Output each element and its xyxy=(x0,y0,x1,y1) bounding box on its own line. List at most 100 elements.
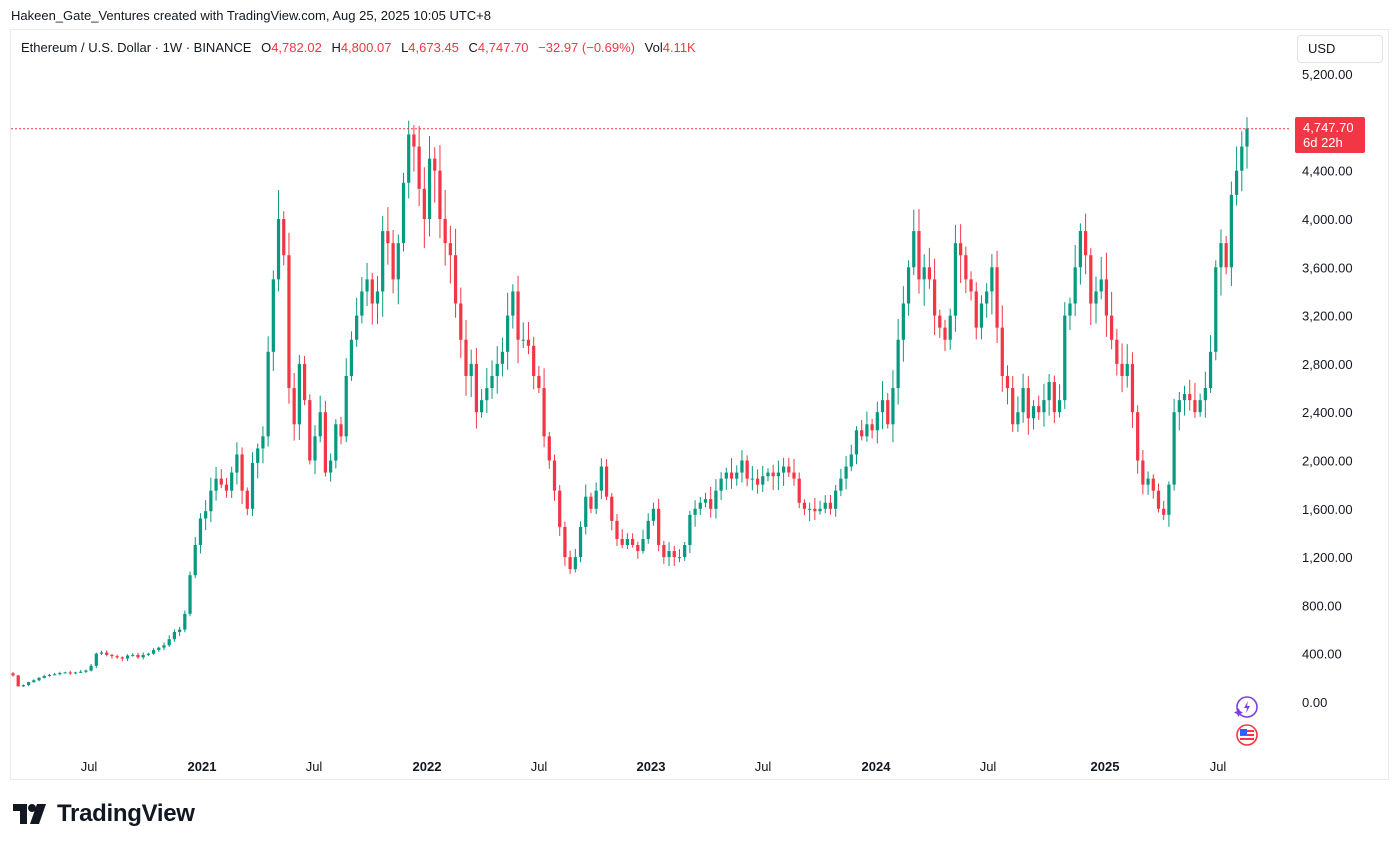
candle-body xyxy=(47,674,52,677)
candle xyxy=(573,548,577,573)
candle-body xyxy=(407,134,411,183)
candle xyxy=(953,224,958,332)
candle-body xyxy=(995,267,999,328)
candle xyxy=(641,529,645,554)
candle-body xyxy=(761,476,765,485)
candle xyxy=(542,368,546,448)
candle-body xyxy=(1156,490,1161,509)
candle-body xyxy=(1083,231,1088,256)
candle xyxy=(625,533,630,550)
symbol-legend: Ethereum / U.S. Dollar · 1W · BINANCE O4… xyxy=(21,40,696,55)
candle xyxy=(1151,474,1155,499)
candle-body xyxy=(943,327,947,340)
candle xyxy=(193,536,197,578)
candle xyxy=(151,648,156,655)
candle xyxy=(662,540,666,564)
candle-body xyxy=(110,654,114,657)
candle-body xyxy=(1026,388,1030,419)
candle xyxy=(563,521,567,566)
candle xyxy=(245,487,249,516)
footer-brand[interactable]: TradingView xyxy=(13,800,195,828)
candle-body xyxy=(683,545,687,558)
y-tick-label: 800.00 xyxy=(1302,598,1342,613)
candle-body xyxy=(729,472,734,479)
y-tick-label: 1,200.00 xyxy=(1302,550,1353,565)
candle xyxy=(1110,291,1114,350)
candle xyxy=(1099,256,1103,300)
candle-body xyxy=(578,526,583,558)
candle-body xyxy=(693,508,697,515)
candle-body xyxy=(479,400,484,413)
x-tick-label: Jul xyxy=(531,759,548,774)
candle xyxy=(1083,213,1088,275)
candle xyxy=(360,277,364,324)
candle xyxy=(1125,344,1129,388)
candle xyxy=(230,466,234,499)
candle xyxy=(459,287,463,358)
price-tag-price: 4,747.70 xyxy=(1303,120,1354,135)
candle xyxy=(1219,229,1223,296)
candle xyxy=(776,460,781,491)
candle-body xyxy=(610,496,614,521)
candle-body xyxy=(391,243,395,280)
candle-body xyxy=(162,645,166,648)
candle xyxy=(37,677,41,682)
candle xyxy=(860,420,864,441)
time-axis[interactable]: Jul 2021 Jul 2022 Jul 2023 Jul 2024 Jul 2025 Jul xyxy=(81,759,1227,774)
candle xyxy=(969,271,973,301)
candle xyxy=(302,355,307,406)
candle-body xyxy=(521,339,525,341)
chart-pane[interactable] xyxy=(10,29,1389,780)
candle xyxy=(1037,395,1041,420)
us-flag-icon[interactable] xyxy=(1236,724,1258,746)
candle xyxy=(558,485,562,537)
x-tick-label: Jul xyxy=(306,759,323,774)
candle-body xyxy=(42,676,46,678)
candle-body xyxy=(282,219,286,256)
candle xyxy=(1162,500,1166,520)
volume-value: 4.11K xyxy=(662,40,696,55)
candle xyxy=(604,459,609,501)
candle xyxy=(1042,383,1046,427)
candle xyxy=(261,426,265,464)
candle-body xyxy=(802,502,807,509)
candle xyxy=(771,464,775,490)
candle-body xyxy=(828,502,833,509)
candle xyxy=(1208,335,1213,393)
candle-body xyxy=(740,460,744,473)
price-axis[interactable]: 5,200.004,800.004,400.004,000.003,600.00… xyxy=(1302,67,1353,710)
candle xyxy=(552,454,557,501)
candle-body xyxy=(844,466,848,479)
candle-body xyxy=(469,363,473,376)
candle xyxy=(1182,385,1187,416)
candle xyxy=(47,673,52,677)
candle-body xyxy=(276,219,281,280)
candle xyxy=(401,172,406,252)
candle xyxy=(1214,260,1218,361)
candle xyxy=(391,230,395,294)
candle xyxy=(719,472,723,501)
chart-attribution: Hakeen_Gate_Ventures created with Tradin… xyxy=(11,8,491,23)
candle xyxy=(875,401,879,444)
candle xyxy=(620,529,624,549)
symbol-name[interactable]: Ethereum / U.S. Dollar · 1W · BINANCE xyxy=(21,40,252,55)
candle xyxy=(974,282,978,340)
candle-body xyxy=(917,231,921,280)
candle xyxy=(198,513,203,554)
candle-body xyxy=(641,538,645,552)
candle xyxy=(792,458,796,486)
candle xyxy=(1078,223,1082,285)
candle xyxy=(1203,371,1207,418)
candle xyxy=(485,368,489,414)
candle xyxy=(433,147,437,203)
currency-selector-button[interactable]: USD xyxy=(1297,35,1383,63)
candle xyxy=(1141,449,1145,495)
volume-label: Vol xyxy=(644,40,663,55)
candle-body xyxy=(787,466,791,473)
lightning-icon[interactable] xyxy=(1234,696,1258,718)
candle-body xyxy=(839,478,843,491)
candle-body xyxy=(1031,406,1036,419)
candle-body xyxy=(433,158,437,171)
x-tick-label: Jul xyxy=(755,759,772,774)
candle xyxy=(755,469,760,494)
